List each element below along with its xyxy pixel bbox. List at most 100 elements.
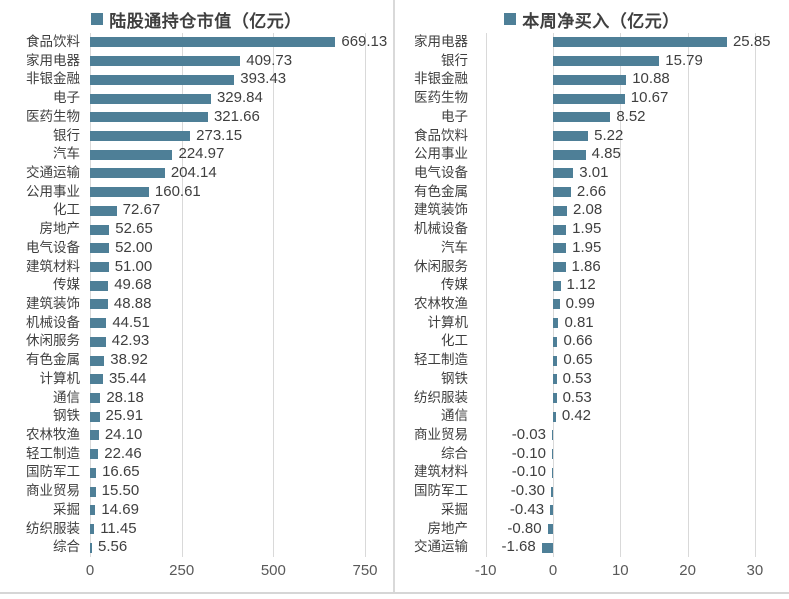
category-label: 银行 (441, 52, 468, 68)
x-axis-tick-label: 500 (260, 562, 286, 579)
category-label: 非银金融 (414, 71, 468, 87)
bar (553, 224, 567, 235)
bar (553, 261, 566, 272)
category-label: 轻工制造 (26, 445, 80, 461)
category-label: 纺织服装 (414, 389, 468, 405)
value-label: 52.65 (115, 220, 153, 238)
value-label: 15.79 (665, 51, 703, 69)
value-label: 44.51 (112, 313, 150, 331)
netbuy-chart-title: 本周净买入（亿元） (522, 11, 680, 31)
value-label: 72.67 (122, 201, 161, 219)
category-label: 医药生物 (414, 90, 468, 106)
x-gridline (181, 33, 183, 557)
bar (90, 93, 211, 104)
value-label: 160.61 (154, 182, 201, 200)
category-label: 建筑材料 (26, 258, 80, 274)
bar (553, 130, 589, 141)
bar (90, 56, 241, 67)
bar (90, 280, 109, 291)
bar (553, 299, 560, 310)
value-label: 10.67 (630, 89, 669, 107)
category-label: 化工 (53, 202, 80, 218)
legend-swatch-icon (504, 13, 517, 25)
bar (553, 336, 558, 347)
category-label: 家用电器 (414, 34, 468, 49)
legend-swatch-icon (91, 13, 104, 25)
x-gridline (620, 33, 622, 557)
value-label: 0.42 (561, 407, 592, 425)
category-label: 有色金属 (414, 183, 468, 199)
bar (553, 355, 558, 366)
category-label: 汽车 (441, 239, 468, 255)
category-label: 交通运输 (414, 539, 468, 555)
bar (553, 243, 567, 254)
category-label: 钢铁 (441, 370, 468, 386)
value-label: 0.66 (563, 332, 593, 350)
bar (90, 411, 100, 422)
value-label: 2.08 (572, 201, 603, 219)
x-gridline (365, 33, 367, 557)
x-gridline (273, 33, 275, 557)
bar (553, 74, 627, 85)
value-label: 28.18 (106, 388, 144, 406)
x-axis-tick-label: 0 (548, 562, 558, 579)
bar (90, 392, 101, 403)
category-label: 公用事业 (26, 183, 80, 199)
x-axis-tick-label: 20 (679, 562, 696, 579)
bar (90, 336, 106, 347)
category-label: 国防军工 (414, 483, 468, 499)
value-label: 0.81 (564, 313, 594, 331)
bar (553, 187, 571, 198)
panel-divider (393, 0, 395, 592)
value-label: -0.43 (509, 500, 545, 518)
bar (90, 37, 336, 48)
x-axis-tick-label: 0 (85, 562, 95, 579)
bar (90, 523, 95, 534)
bar (90, 205, 117, 216)
bar (90, 168, 165, 179)
value-label: -0.80 (507, 519, 542, 537)
value-label: 1.12 (566, 276, 596, 294)
holdings-chart-title: 陆股通持仓市值（亿元） (109, 11, 302, 31)
x-axis-tick-label: 750 (352, 562, 378, 579)
bar (90, 318, 107, 329)
value-label: 10.88 (632, 70, 670, 88)
category-label: 综合 (53, 539, 80, 555)
value-label: -0.03 (511, 426, 546, 443)
bar (553, 56, 660, 67)
bar (90, 112, 208, 123)
value-label: 14.69 (101, 500, 139, 518)
value-label: 0.53 (562, 369, 592, 387)
category-label: 公用事业 (414, 146, 468, 162)
category-label: 农林牧渔 (414, 296, 468, 311)
x-gridline (90, 33, 91, 557)
value-label: 4.85 (591, 145, 621, 163)
bar (553, 93, 625, 104)
value-label: 224.97 (178, 145, 225, 163)
holdings-chart-panel: 陆股通持仓市值（亿元） 食品饮料 669.13 家用电器 409.73 非银金融 393.… (0, 0, 393, 599)
value-label: 35.44 (108, 369, 147, 387)
category-label: 机械设备 (414, 221, 468, 237)
x-axis-tick-label: -10 (474, 562, 497, 579)
bar (553, 280, 561, 291)
category-label: 建筑装饰 (414, 202, 468, 218)
bar (90, 130, 191, 141)
value-label: 2.66 (576, 182, 607, 200)
category-label: 房地产 (39, 221, 81, 237)
value-label: 49.68 (114, 276, 152, 294)
bar (90, 299, 108, 310)
x-axis-tick-label: 10 (611, 562, 629, 579)
value-label: 393.43 (240, 70, 287, 88)
value-label: 24.10 (104, 426, 143, 443)
bar (90, 486, 96, 497)
category-label: 综合 (441, 445, 468, 461)
value-label: 1.95 (572, 220, 602, 238)
value-label: 0.99 (565, 295, 595, 312)
value-label: 48.88 (113, 295, 152, 312)
category-label: 家用电器 (26, 52, 80, 68)
category-label: 采掘 (441, 501, 468, 517)
x-axis-tick-label: 250 (169, 562, 195, 579)
value-label: 5.22 (594, 126, 624, 144)
category-label: 电气设备 (414, 165, 468, 180)
value-label: 11.45 (100, 519, 137, 537)
